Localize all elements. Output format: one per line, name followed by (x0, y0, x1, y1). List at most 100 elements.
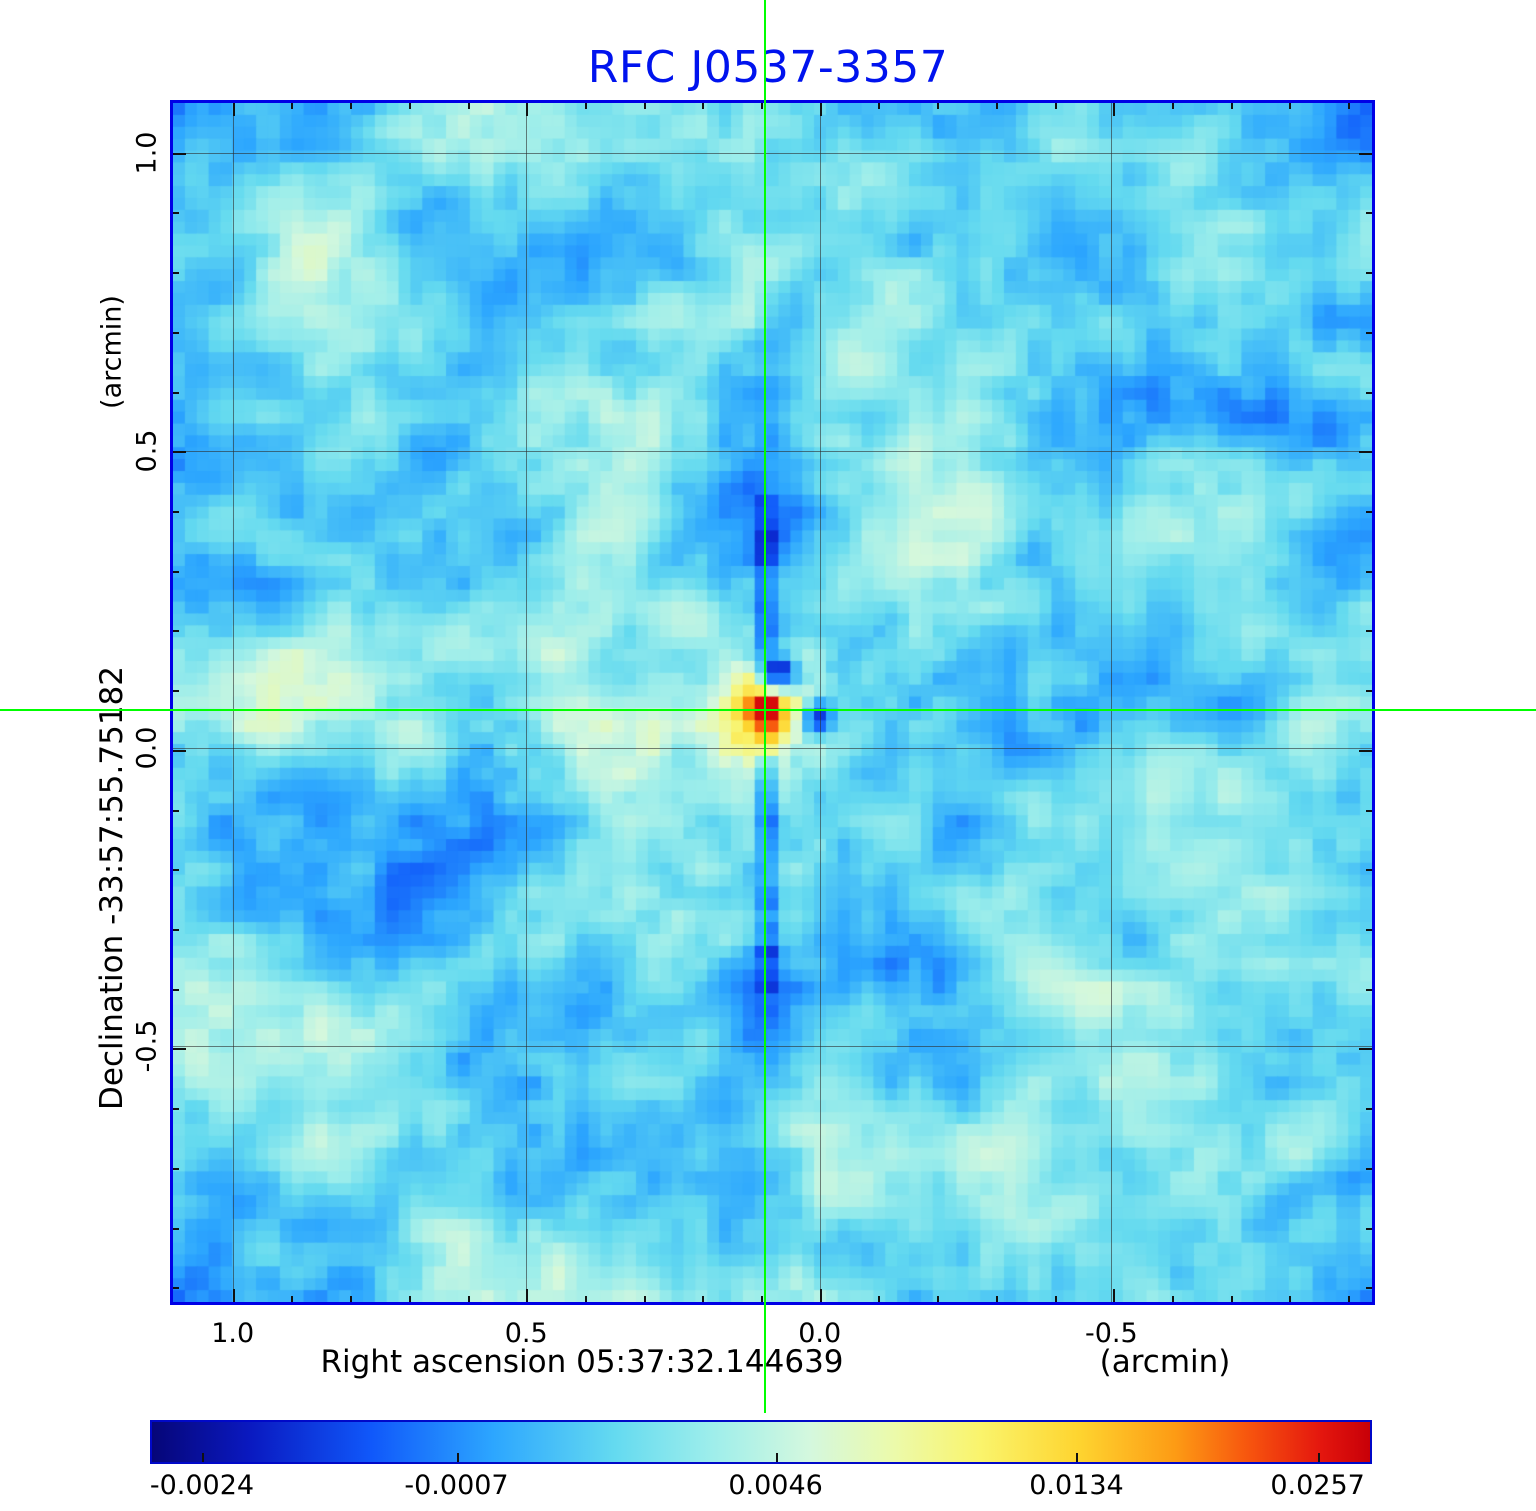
grid-line-horizontal (173, 1046, 1372, 1048)
y-tick-label: 0.5 (131, 429, 163, 473)
axis-tick (173, 212, 179, 215)
axis-tick (761, 103, 764, 109)
axis-tick (173, 749, 186, 752)
y-axis-unit-label: (arcmin) (96, 295, 128, 409)
grid-line-vertical (232, 103, 234, 1302)
plot-area (170, 100, 1375, 1305)
axis-tick (173, 272, 179, 275)
axis-tick (702, 1296, 705, 1302)
axis-tick (232, 103, 235, 116)
axis-tick (408, 1296, 411, 1302)
axis-tick (408, 103, 411, 109)
axis-tick (1054, 1296, 1057, 1302)
plot-title: RFC J0537-3357 (587, 42, 949, 93)
axis-tick (173, 690, 179, 693)
axis-tick (937, 1296, 940, 1302)
axis-tick (1366, 988, 1372, 991)
axis-tick (1230, 1296, 1233, 1302)
grid-lines (173, 103, 1372, 1302)
colorbar-tick (201, 1453, 204, 1462)
y-axis-label: Declination -33:57:55.75182 (94, 666, 130, 1110)
axis-tick (173, 988, 179, 991)
axis-tick (467, 1296, 470, 1302)
grid-line-horizontal (173, 451, 1372, 453)
axis-tick (995, 103, 998, 109)
axis-tick (1359, 1048, 1372, 1051)
axis-tick (1366, 391, 1372, 394)
axis-tick (1366, 1287, 1372, 1290)
axis-tick (173, 1167, 179, 1170)
x-axis-label: Right ascension 05:37:32.144639 (320, 1344, 844, 1380)
grid-line-vertical (1111, 103, 1113, 1302)
axis-tick (173, 869, 179, 872)
axis-tick (1366, 928, 1372, 931)
axis-tick (1366, 272, 1372, 275)
grid-line-vertical (526, 103, 528, 1302)
axis-tick (584, 103, 587, 109)
axis-tick (173, 570, 179, 573)
axis-tick (643, 103, 646, 109)
axis-tick (173, 1108, 179, 1111)
axis-tick (1366, 1227, 1372, 1230)
axis-tick (1171, 103, 1174, 109)
x-tick-label: -0.5 (1084, 1318, 1138, 1349)
grid-line-horizontal (173, 152, 1372, 154)
axis-tick (232, 1289, 235, 1302)
axis-tick (173, 928, 179, 931)
axis-tick (702, 103, 705, 109)
crosshair-horizontal-line (0, 708, 1536, 711)
axis-tick (350, 1296, 353, 1302)
colorbar-tick-label: 0.0134 (1029, 1470, 1124, 1501)
axis-tick (173, 331, 179, 334)
axis-tick (1054, 103, 1057, 109)
axis-tick (761, 1296, 764, 1302)
axis-tick (173, 511, 179, 514)
axis-tick (526, 1289, 529, 1302)
crosshair-vertical-line (764, 0, 767, 1413)
axis-tick (878, 1296, 881, 1302)
colorbar-tick (456, 1453, 459, 1462)
axis-tick (173, 1287, 179, 1290)
axis-tick (173, 391, 179, 394)
x-tick-label: 0.5 (504, 1318, 548, 1349)
axis-tick (584, 1296, 587, 1302)
colorbar-tick-label: -0.0007 (404, 1470, 509, 1501)
axis-tick (1113, 1289, 1116, 1302)
colorbar-tick (1317, 1453, 1320, 1462)
axis-tick (1230, 103, 1233, 109)
axis-tick (1366, 212, 1372, 215)
y-tick-label: -0.5 (131, 1020, 163, 1073)
x-tick-label: 0.0 (798, 1318, 842, 1349)
axis-tick (291, 103, 294, 109)
axis-tick (173, 809, 179, 812)
axis-tick (1359, 749, 1372, 752)
axis-tick (995, 1296, 998, 1302)
axis-tick (1171, 1296, 1174, 1302)
axis-tick (1348, 1296, 1351, 1302)
axis-tick (1366, 869, 1372, 872)
grid-line-vertical (819, 103, 821, 1302)
colorbar-tick-label: -0.0024 (149, 1470, 255, 1501)
axis-tick (819, 1289, 822, 1302)
colorbar (150, 1420, 1372, 1464)
axis-tick (526, 103, 529, 116)
axis-tick (173, 451, 186, 454)
axis-tick (173, 630, 179, 633)
axis-tick (1366, 331, 1372, 334)
axis-tick (937, 103, 940, 109)
axis-tick (173, 152, 186, 155)
axis-tick (173, 1048, 186, 1051)
axis-tick (350, 103, 353, 109)
y-tick-label: 0.0 (131, 726, 163, 770)
axis-tick (173, 1227, 179, 1230)
axis-tick (1289, 103, 1292, 109)
axis-tick (1366, 630, 1372, 633)
axis-tick (1348, 103, 1351, 109)
colorbar-tick-label: 0.0046 (728, 1470, 823, 1501)
y-tick-label: 1.0 (131, 131, 163, 175)
axis-tick (1289, 1296, 1292, 1302)
axis-tick (819, 103, 822, 116)
axis-tick (467, 103, 470, 109)
axis-tick (1366, 690, 1372, 693)
x-tick-label: 1.0 (211, 1318, 255, 1349)
